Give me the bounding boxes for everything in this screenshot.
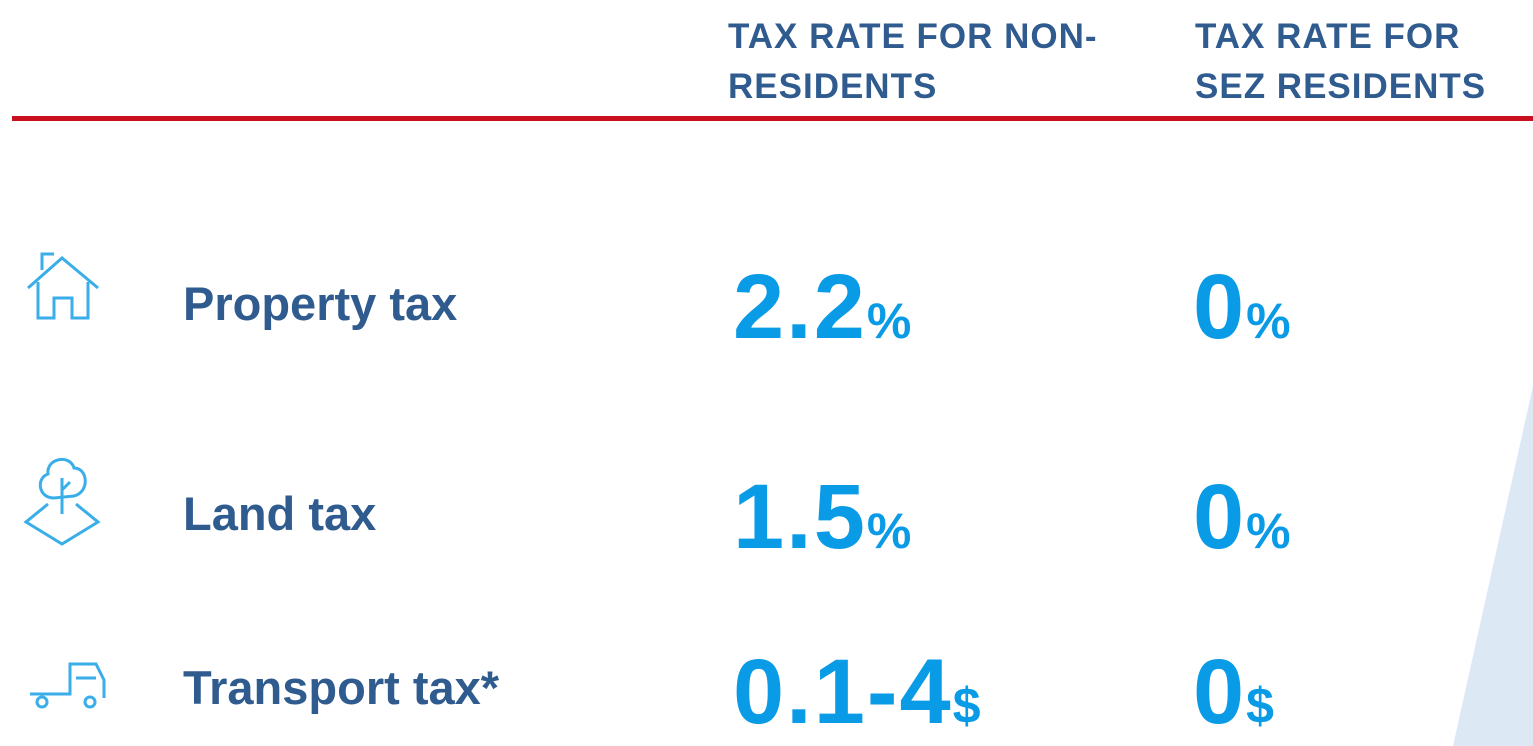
rate: 0$ <box>1193 640 1274 745</box>
rate: 0% <box>1193 255 1291 360</box>
rate: 0% <box>1193 465 1291 570</box>
row-label: Transport tax* <box>183 661 500 714</box>
rate: 0.1-4$ <box>733 640 981 745</box>
rate: 1.5% <box>733 465 911 570</box>
text: 1.5 <box>733 466 867 568</box>
text: % <box>1246 503 1291 559</box>
text: % <box>866 293 912 349</box>
text: 0.1-4 <box>733 641 953 743</box>
decoration <box>1453 386 1533 746</box>
text: 0 <box>1193 256 1247 358</box>
rate: 2.2% <box>733 255 911 360</box>
text: 0 <box>1193 466 1247 568</box>
text: % <box>1246 293 1291 349</box>
text: % <box>866 503 912 559</box>
text: $ <box>952 678 981 734</box>
column-header: TAX RATE FOR NON-RESIDENTS <box>728 17 1098 106</box>
column-header: TAX RATE FOR SEZ RESIDENTS <box>1195 17 1487 106</box>
text: 2.2 <box>733 256 867 358</box>
truck-icon <box>30 662 106 709</box>
row-label: Property tax <box>183 277 458 330</box>
text: $ <box>1246 678 1274 734</box>
land-icon <box>23 458 101 546</box>
text: 0 <box>1193 641 1247 743</box>
house-icon <box>27 252 99 320</box>
header-rule <box>12 116 1533 121</box>
row-label: Land tax <box>183 487 377 540</box>
